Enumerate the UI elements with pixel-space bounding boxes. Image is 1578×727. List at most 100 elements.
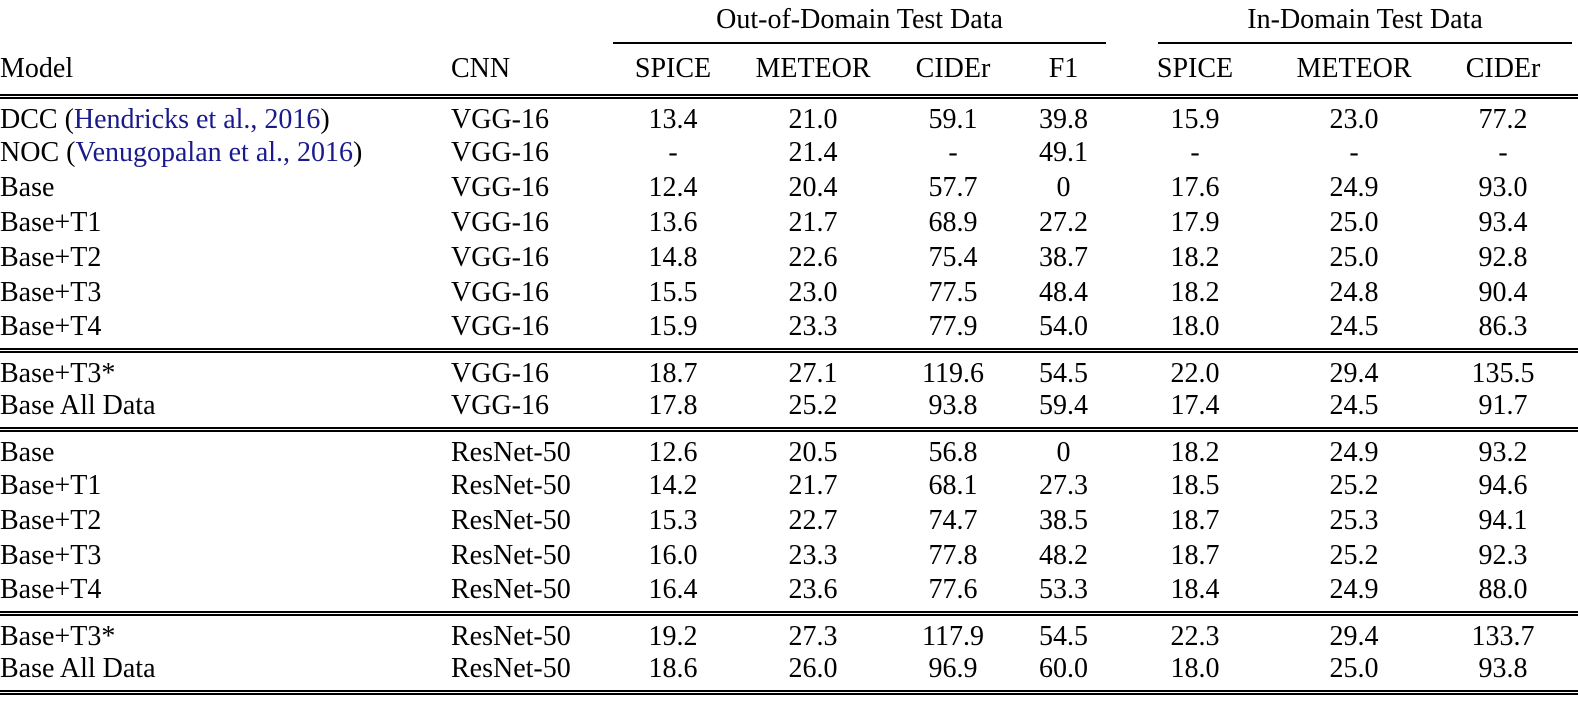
metric-cell: 29.4 bbox=[1329, 357, 1379, 389]
metric-cell: 77.6 bbox=[928, 573, 978, 605]
table-row: Base+T3* VGG-16 18.7 27.1 119.6 54.5 22.0 29.4 1… bbox=[0, 350, 1578, 390]
table-row: Base+T3 VGG-16 15.5 23.0 77.5 48.4 18.2 24.8 90.… bbox=[0, 276, 1578, 311]
metric-cell: 18.2 bbox=[1170, 277, 1220, 308]
cnn-cell: VGG-16 bbox=[451, 137, 549, 168]
table-row: Base+T2 VGG-16 14.8 22.6 75.4 38.7 18.2 25.0 92.… bbox=[0, 241, 1578, 276]
table-header: Out-of-Domain Test Data In-Domain Test D… bbox=[0, 0, 1578, 96]
metric-cell: 21.7 bbox=[788, 207, 838, 238]
metric-cell: 15.5 bbox=[648, 277, 698, 308]
col-header-id-spice: SPICE bbox=[1156, 52, 1234, 84]
metric-cell: 77.5 bbox=[928, 277, 978, 308]
metric-cell: 88.0 bbox=[1478, 573, 1528, 605]
metric-cell: 22.6 bbox=[788, 242, 838, 273]
metric-cell: 26.0 bbox=[788, 652, 838, 684]
model-cell: Base All Data bbox=[0, 389, 156, 421]
metric-cell: 77.9 bbox=[928, 310, 978, 342]
metric-cell: 21.7 bbox=[788, 470, 838, 501]
cnn-cell: ResNet-50 bbox=[451, 652, 571, 684]
metric-cell: 27.3 bbox=[788, 620, 838, 652]
metric-cell: 92.8 bbox=[1478, 242, 1528, 273]
metric-cell: 0 bbox=[1056, 172, 1071, 203]
col-header-ood-meteor: METEOR bbox=[755, 52, 871, 84]
metric-cell: 24.5 bbox=[1329, 310, 1379, 342]
metric-cell: 22.7 bbox=[788, 505, 838, 536]
metric-cell: 16.0 bbox=[648, 540, 698, 571]
metric-cell: 49.1 bbox=[1039, 137, 1089, 168]
metric-cell: 59.1 bbox=[928, 103, 978, 135]
metric-cell: 12.4 bbox=[648, 172, 698, 203]
metric-cell: 27.3 bbox=[1039, 470, 1089, 501]
metric-cell: 18.2 bbox=[1170, 436, 1220, 468]
model-cell: NOC (Venugopalan et al., 2016) bbox=[0, 137, 363, 168]
metric-cell: 21.4 bbox=[788, 137, 838, 168]
table-row: Base+T4 VGG-16 15.9 23.3 77.9 54.0 18.0 24.5 86.… bbox=[0, 311, 1578, 351]
metric-cell: - bbox=[1498, 137, 1508, 168]
metric-cell: 135.5 bbox=[1471, 357, 1535, 389]
metric-cell: 77.8 bbox=[928, 540, 978, 571]
model-cell: Base+T3* bbox=[0, 357, 116, 389]
metric-cell: 21.0 bbox=[788, 103, 838, 135]
group-label-in-domain: In-Domain Test Data bbox=[1158, 4, 1573, 44]
model-cell: Base+T2 bbox=[0, 242, 102, 273]
metric-cell: 54.5 bbox=[1039, 357, 1089, 389]
table-block-3: Base ResNet-50 12.6 20.5 56.8 0 18.2 24.9 93.2 Ba… bbox=[0, 429, 1578, 613]
col-header-ood-spice: SPICE bbox=[634, 52, 712, 84]
cnn-cell: ResNet-50 bbox=[451, 470, 571, 501]
metric-cell: 57.7 bbox=[928, 172, 978, 203]
metric-cell: 19.2 bbox=[648, 620, 698, 652]
model-cell: Base+T1 bbox=[0, 207, 102, 238]
col-header-cnn: CNN bbox=[451, 52, 511, 84]
results-table: Out-of-Domain Test Data In-Domain Test D… bbox=[0, 0, 1578, 692]
metric-cell: 68.9 bbox=[928, 207, 978, 238]
cnn-cell: VGG-16 bbox=[451, 207, 549, 238]
table-row: Base+T3 ResNet-50 16.0 23.3 77.8 48.2 18.7 25.2… bbox=[0, 539, 1578, 574]
metric-cell: 90.4 bbox=[1478, 277, 1528, 308]
metric-cell: 25.2 bbox=[1329, 470, 1379, 501]
model-cell: Base+T3 bbox=[0, 540, 102, 571]
metric-cell: 24.9 bbox=[1329, 436, 1379, 468]
metric-cell: 93.8 bbox=[928, 389, 978, 421]
table-row: Base+T2 ResNet-50 15.3 22.7 74.7 38.5 18.7 25.3… bbox=[0, 504, 1578, 539]
metric-cell: 15.9 bbox=[1170, 103, 1220, 135]
metric-cell: 24.5 bbox=[1329, 389, 1379, 421]
table-row: Base ResNet-50 12.6 20.5 56.8 0 18.2 24.9 93.2 bbox=[0, 429, 1578, 469]
cnn-cell: ResNet-50 bbox=[451, 436, 571, 468]
metric-cell: 20.5 bbox=[788, 436, 838, 468]
metric-cell: 13.6 bbox=[648, 207, 698, 238]
metric-cell: 14.8 bbox=[648, 242, 698, 273]
metric-cell: 68.1 bbox=[928, 470, 978, 501]
metric-cell: 18.7 bbox=[1170, 540, 1220, 571]
cnn-cell: VGG-16 bbox=[451, 277, 549, 308]
metric-cell: 27.2 bbox=[1039, 207, 1089, 238]
model-cell: Base+T4 bbox=[0, 573, 102, 605]
metric-cell: - bbox=[948, 137, 958, 168]
metric-cell: 15.9 bbox=[648, 310, 698, 342]
metric-cell: 18.2 bbox=[1170, 242, 1220, 273]
model-cell: Base+T2 bbox=[0, 505, 102, 536]
metric-cell: 23.3 bbox=[788, 540, 838, 571]
group-header-out-of-domain: Out-of-Domain Test Data bbox=[609, 0, 1110, 44]
metric-cell: 18.0 bbox=[1170, 310, 1220, 342]
table-row: Base+T4 ResNet-50 16.4 23.6 77.6 53.3 18.4 24.9… bbox=[0, 574, 1578, 614]
model-cell: Base+T3 bbox=[0, 277, 102, 308]
metric-cell: 18.7 bbox=[1170, 505, 1220, 536]
metric-cell: 23.6 bbox=[788, 573, 838, 605]
col-header-id-cider: CIDEr bbox=[1465, 52, 1541, 84]
metric-cell: 16.4 bbox=[648, 573, 698, 605]
table-row: Base+T3* ResNet-50 19.2 27.3 117.9 54.5 22.3 29… bbox=[0, 613, 1578, 653]
col-header-id-meteor: METEOR bbox=[1296, 52, 1412, 84]
metric-cell: 74.7 bbox=[928, 505, 978, 536]
citation-link[interactable]: Hendricks et al., 2016 bbox=[73, 103, 321, 135]
metric-cell: 38.5 bbox=[1039, 505, 1089, 536]
metric-cell: - bbox=[668, 137, 678, 168]
metric-cell: 94.1 bbox=[1478, 505, 1528, 536]
metric-cell: 25.0 bbox=[1329, 207, 1379, 238]
model-cell: Base+T3* bbox=[0, 620, 116, 652]
model-cell: DCC (Hendricks et al., 2016) bbox=[0, 103, 330, 135]
metric-cell: 75.4 bbox=[928, 242, 978, 273]
citation-link[interactable]: Venugopalan et al., 2016 bbox=[75, 137, 354, 168]
metric-cell: 14.2 bbox=[648, 470, 698, 501]
metric-cell: 54.0 bbox=[1039, 310, 1089, 342]
metric-cell: 96.9 bbox=[928, 652, 978, 684]
